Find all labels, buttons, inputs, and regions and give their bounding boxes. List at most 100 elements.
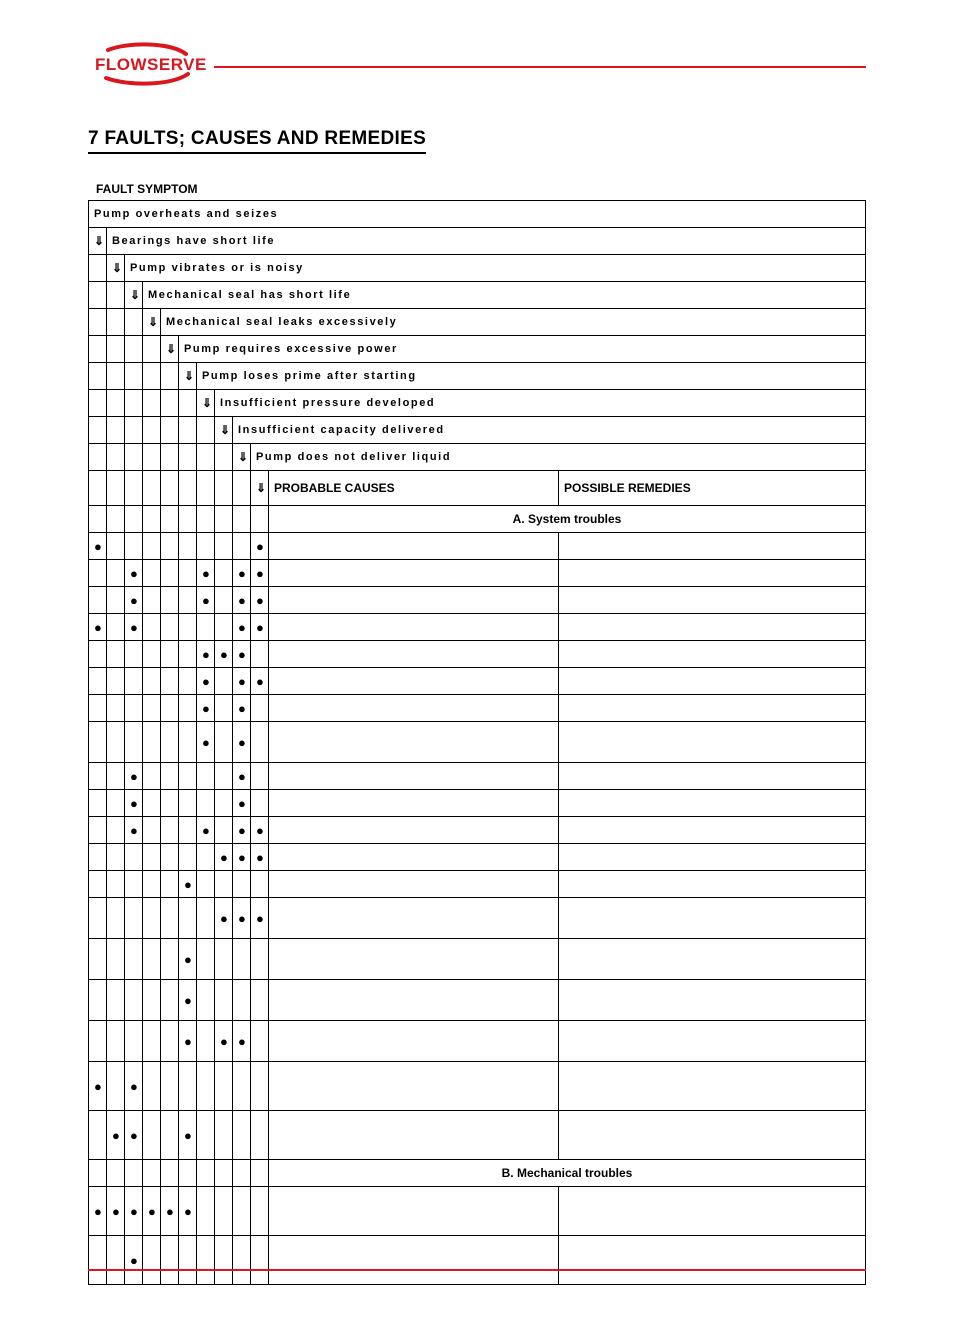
fault-cell [161,817,179,844]
fault-cell [143,560,161,587]
fault-dot: ● [89,533,107,560]
fault-cell [107,871,125,898]
fault-cell [107,1062,125,1111]
probable-cause-cell [269,980,559,1021]
possible-remedy-cell [559,898,866,939]
fault-cell [179,763,197,790]
possible-remedy-cell [559,1111,866,1160]
arrow-icon: ⇓ [107,255,125,282]
arrow-icon: ⇓ [125,282,143,309]
fault-cell [143,1021,161,1062]
fault-dot: ● [197,722,215,763]
fault-cell [215,1187,233,1236]
probable-cause-cell [269,614,559,641]
possible-remedy-cell [559,1236,866,1285]
fault-dot: ● [251,668,269,695]
fault-cell [197,790,215,817]
fault-cell [161,1021,179,1062]
probable-cause-cell [269,763,559,790]
fault-cell [233,939,251,980]
symptom-label: Pump requires excessive power [179,336,866,363]
fault-cell [179,722,197,763]
fault-dot: ● [197,695,215,722]
fault-dot: ● [233,587,251,614]
fault-dot: ● [251,560,269,587]
fault-dot: ● [197,587,215,614]
fault-dot: ● [215,1021,233,1062]
symptom-label: Bearings have short life [107,228,866,255]
fault-cell [251,790,269,817]
fault-cell [251,641,269,668]
fault-cell [179,587,197,614]
fault-dot: ● [161,1187,179,1236]
fault-cell [161,614,179,641]
fault-cell [233,533,251,560]
symptom-label: Pump loses prime after starting [197,363,866,390]
arrow-icon: ⇓ [161,336,179,363]
possible-remedy-cell [559,695,866,722]
fault-cell [251,1062,269,1111]
fault-cell [251,695,269,722]
symptom-label: Insufficient capacity delivered [233,417,866,444]
fault-cell [161,533,179,560]
arrow-icon: ⇓ [251,471,269,506]
fault-cell [89,1236,107,1285]
fault-cell [251,1111,269,1160]
fault-dot: ● [251,844,269,871]
arrow-icon: ⇓ [197,390,215,417]
fault-cell [215,790,233,817]
fault-cell [143,695,161,722]
fault-dot: ● [143,1187,161,1236]
fault-cell [89,587,107,614]
arrow-icon: ⇓ [215,417,233,444]
fault-dot: ● [179,1021,197,1062]
probable-cause-cell [269,641,559,668]
fault-cell [125,533,143,560]
fault-dot: ● [125,790,143,817]
fault-cell [125,695,143,722]
fault-cell [251,871,269,898]
fault-cell [161,980,179,1021]
fault-cell [233,1187,251,1236]
fault-cell [143,790,161,817]
fault-dot: ● [179,1187,197,1236]
fault-cell [143,1236,161,1285]
fault-cell [179,641,197,668]
fault-cell [143,871,161,898]
possible-remedy-cell [559,1021,866,1062]
probable-cause-cell [269,1021,559,1062]
fault-dot: ● [233,817,251,844]
fault-cell [107,763,125,790]
fault-dot: ● [197,641,215,668]
fault-cell [161,1062,179,1111]
section-heading: 7 FAULTS; CAUSES AND REMEDIES [88,128,426,154]
fault-cell [107,817,125,844]
fault-cell [89,763,107,790]
fault-cell [215,695,233,722]
fault-cell [179,1062,197,1111]
fault-cell [107,722,125,763]
fault-cell [215,668,233,695]
fault-cell [89,939,107,980]
fault-cell [143,641,161,668]
fault-dot: ● [89,614,107,641]
probable-cause-cell [269,1187,559,1236]
fault-dot: ● [233,641,251,668]
possible-remedy-cell [559,817,866,844]
fault-cell [179,844,197,871]
fault-cell [179,817,197,844]
fault-dot: ● [125,1236,143,1285]
probable-cause-cell [269,695,559,722]
possible-remedy-cell [559,1062,866,1111]
fault-cell [179,695,197,722]
fault-table: Pump overheats and seizes⇓Bearings have … [88,200,866,1285]
probable-cause-cell [269,722,559,763]
fault-cell [233,1236,251,1285]
arrow-icon: ⇓ [89,228,107,255]
fault-dot: ● [251,898,269,939]
fault-cell [89,1111,107,1160]
fault-cell [215,722,233,763]
fault-dot: ● [179,1111,197,1160]
fault-cell [143,898,161,939]
fault-cell [161,898,179,939]
